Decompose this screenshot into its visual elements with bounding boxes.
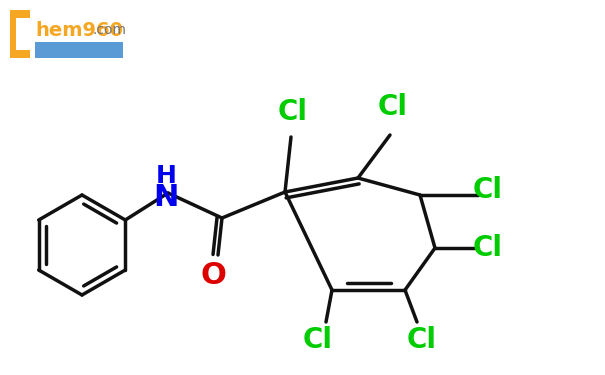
Text: Cl: Cl <box>378 93 408 121</box>
Text: Cl: Cl <box>303 326 333 354</box>
Text: H: H <box>155 164 177 188</box>
Text: Cl: Cl <box>407 326 437 354</box>
Text: Cl: Cl <box>473 234 503 262</box>
Text: 960 化工网: 960 化工网 <box>59 61 99 71</box>
Text: O: O <box>200 261 226 290</box>
Text: N: N <box>153 183 178 212</box>
FancyBboxPatch shape <box>35 42 123 58</box>
Polygon shape <box>10 10 30 58</box>
Text: Cl: Cl <box>473 176 503 204</box>
Text: Cl: Cl <box>278 98 308 126</box>
Text: .com: .com <box>92 23 126 37</box>
Text: hem960: hem960 <box>35 21 123 39</box>
